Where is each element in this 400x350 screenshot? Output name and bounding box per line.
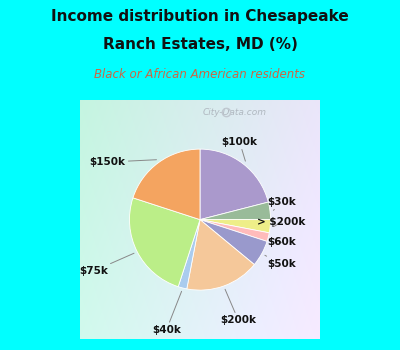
Text: Income distribution in Chesapeake: Income distribution in Chesapeake: [51, 9, 349, 24]
Text: Black or African American residents: Black or African American residents: [94, 68, 306, 81]
Text: City-Data.com: City-Data.com: [203, 108, 267, 117]
Text: $60k: $60k: [267, 237, 296, 247]
Text: $75k: $75k: [79, 253, 134, 276]
Wedge shape: [200, 220, 269, 242]
Text: $40k: $40k: [152, 291, 182, 335]
Text: $100k: $100k: [222, 137, 258, 161]
Text: Ranch Estates, MD (%): Ranch Estates, MD (%): [102, 37, 298, 52]
Text: $150k: $150k: [90, 157, 156, 167]
Wedge shape: [187, 220, 254, 290]
Wedge shape: [178, 220, 200, 289]
Wedge shape: [130, 198, 200, 287]
Wedge shape: [133, 149, 200, 220]
Text: $30k: $30k: [267, 197, 296, 210]
Wedge shape: [200, 149, 268, 220]
Wedge shape: [200, 202, 270, 220]
Wedge shape: [200, 219, 270, 233]
Text: > $200k: > $200k: [257, 217, 306, 227]
Wedge shape: [200, 220, 267, 265]
Text: $200k: $200k: [220, 289, 256, 325]
Text: $50k: $50k: [265, 255, 296, 269]
